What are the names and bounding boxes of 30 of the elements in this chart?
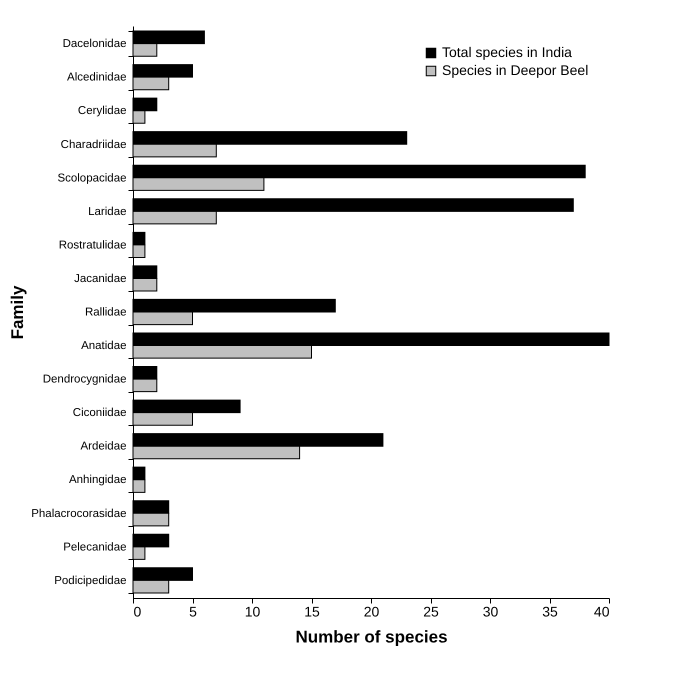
x-tick-label: 40 bbox=[594, 604, 610, 620]
y-tick-label: Charadriidae bbox=[60, 138, 126, 151]
x-tick-label: 30 bbox=[482, 604, 498, 620]
x-axis-title: Number of species bbox=[295, 628, 448, 646]
x-tick-label: 35 bbox=[542, 604, 558, 620]
y-tick-label: Anhingidae bbox=[68, 474, 126, 486]
x-tick-label: 25 bbox=[423, 604, 439, 620]
legend-label: Total species in India bbox=[442, 44, 572, 60]
y-tick-label: Rallidae bbox=[84, 306, 126, 318]
y-axis-title: Family bbox=[8, 285, 28, 340]
y-tick-label: Jacanidae bbox=[74, 272, 126, 285]
y-tick-label: Laridae bbox=[88, 206, 126, 218]
y-tick-label: Rostratulidae bbox=[58, 239, 126, 252]
y-tick-label: Anatidae bbox=[81, 340, 126, 352]
legend-label: Species in Deepor Beel bbox=[442, 62, 588, 78]
x-tick-label: 5 bbox=[189, 604, 198, 620]
y-tick-label: Pelecanidae bbox=[63, 541, 126, 554]
y-tick-label: Ardeidae bbox=[80, 440, 126, 453]
y-tick-label: Scolopacidae bbox=[57, 172, 126, 184]
x-tick-label: 15 bbox=[304, 604, 320, 620]
y-tick-label: Phalacrocorasidae bbox=[31, 508, 126, 520]
x-tick-label: 10 bbox=[244, 604, 260, 620]
x-tick-label: 0 bbox=[134, 604, 142, 620]
y-tick-label: Podicipedidae bbox=[54, 574, 126, 587]
y-tick-label: Dacelonidae bbox=[62, 38, 126, 50]
y-tick-label: Alcedinidae bbox=[67, 72, 126, 84]
y-tick-label: Cerylidae bbox=[78, 105, 126, 118]
y-tick-label: Dendrocygnidae bbox=[42, 374, 126, 386]
y-tick-label: Ciconiidae bbox=[72, 407, 126, 420]
x-tick-label: 20 bbox=[364, 604, 380, 620]
